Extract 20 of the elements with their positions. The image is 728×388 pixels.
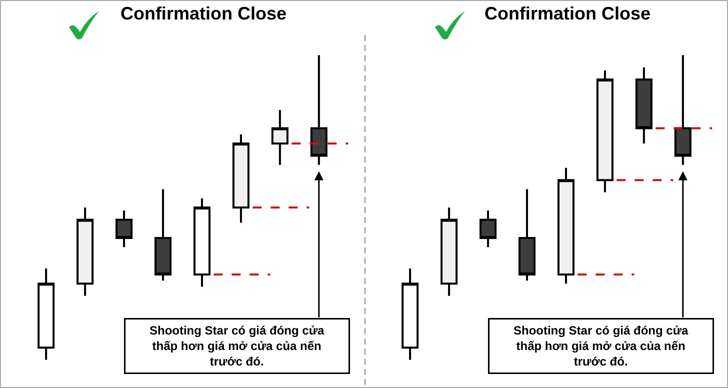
candlestick [440, 206, 458, 297]
candlestick [596, 69, 614, 194]
candlestick [674, 54, 692, 166]
chart-title: Confirmation Close [484, 3, 650, 24]
candlestick [480, 210, 497, 248]
candlestick [232, 133, 250, 224]
candlestick [557, 166, 574, 285]
candlestick [402, 267, 419, 361]
candlestick [116, 210, 133, 248]
annotation: Shooting Star có giá đóng cửa thấp hơn giá mở cửa của nến trước đó. [513, 324, 689, 369]
candlestick [310, 54, 328, 166]
candlestick [518, 188, 536, 282]
candlestick [193, 197, 210, 288]
candlestick [38, 267, 55, 361]
candlestick [154, 188, 172, 282]
candlestick [76, 206, 94, 297]
chart-title: Confirmation Close [120, 3, 286, 24]
candlestick [271, 108, 288, 166]
candlestick [635, 66, 652, 145]
annotation: Shooting Star có giá đóng cửa thấp hơn giá mở cửa của nến trước đó. [149, 324, 325, 369]
